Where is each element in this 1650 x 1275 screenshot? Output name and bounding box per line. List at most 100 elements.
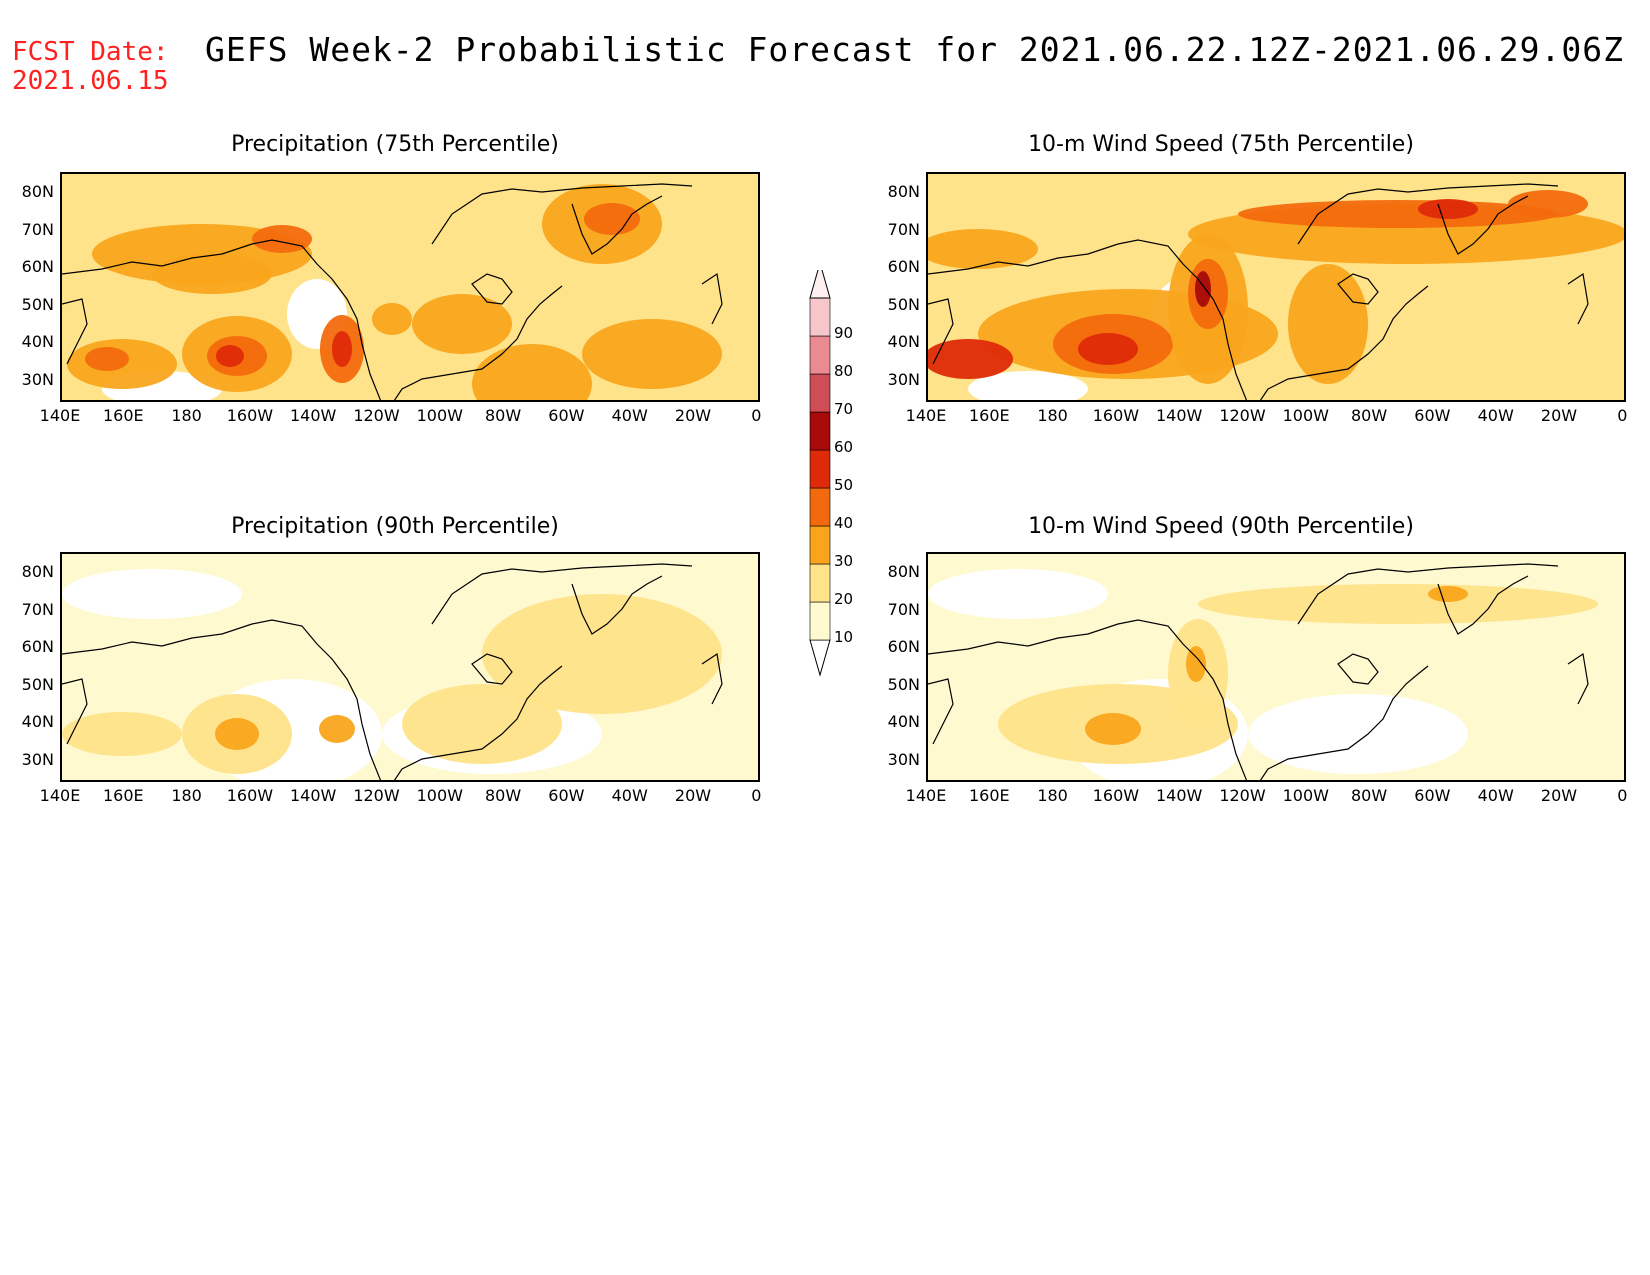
lon-tick-label: 0 <box>1617 406 1628 425</box>
lon-tick-label: 40W <box>611 786 648 805</box>
lon-tick-label: 140W <box>1156 786 1203 805</box>
lat-tick-label: 50N <box>21 294 54 314</box>
lat-tick-label: 50N <box>887 674 920 694</box>
lon-tick-label: 100W <box>1282 786 1329 805</box>
map-wind-90 <box>926 552 1626 782</box>
lon-tick-label: 140W <box>290 786 337 805</box>
lat-tick-label: 30N <box>887 369 920 389</box>
color-legend: 10 20 30 40 50 60 70 80 90 <box>808 261 868 680</box>
lon-tick-label: 40W <box>1477 406 1514 425</box>
lat-tick-label: 60N <box>887 637 920 656</box>
lon-tick-label: 160E <box>102 406 144 425</box>
panel-wind-75: 10-m Wind Speed (75th Percentile) 80N 70N… <box>866 130 1650 440</box>
lon-tick-label: 180 <box>1037 406 1068 425</box>
lat-tick-label: 70N <box>21 219 54 239</box>
panel-title: 10-m Wind Speed (75th Percentile) <box>1028 132 1414 157</box>
lat-tick-label: 80N <box>887 562 920 581</box>
lon-tick-label: 60W <box>548 786 585 805</box>
coastline <box>928 563 1589 780</box>
lat-tick-label: 70N <box>887 219 920 239</box>
panel-precip-90: Precipitation (90th Percentile) 80N 70N 60… <box>0 512 790 822</box>
legend-level-label: 50 <box>834 476 854 494</box>
lon-tick-label: 160W <box>226 406 274 425</box>
legend-level-label: 80 <box>834 362 854 380</box>
lon-tick-label: 140E <box>905 786 947 805</box>
panel-title: Precipitation (75th Percentile) <box>231 132 559 157</box>
coastline <box>62 563 723 780</box>
legend-level-label: 70 <box>834 400 854 418</box>
lon-tick-label: 20W <box>674 406 712 425</box>
map-field <box>928 554 1624 780</box>
forecast-date-label: FCST Date: 2021.06.15 <box>12 38 169 96</box>
lon-tick-label: 120W <box>1219 786 1266 805</box>
lon-tick-label: 140E <box>39 786 81 805</box>
lon-tick-label: 140E <box>905 406 947 425</box>
lon-tick-label: 160E <box>968 406 1010 425</box>
lon-tick-label: 140W <box>1156 406 1203 425</box>
lon-tick-label: 120W <box>1219 406 1266 425</box>
lon-tick-label: 180 <box>171 786 202 805</box>
lat-tick-label: 40N <box>21 712 54 731</box>
panel-title: Precipitation (90th Percentile) <box>231 514 559 539</box>
lon-tick-label: 80W <box>1351 786 1388 805</box>
lon-tick-label: 80W <box>1351 406 1388 425</box>
coastline <box>62 183 723 400</box>
legend-level-label: 60 <box>834 438 854 456</box>
lon-tick-label: 160W <box>1092 406 1140 425</box>
lat-tick-label: 30N <box>21 369 54 389</box>
lat-tick-label: 50N <box>21 674 54 694</box>
lat-tick-label: 40N <box>21 332 54 351</box>
lon-tick-label: 120W <box>353 786 400 805</box>
fcst-date-caption: FCST Date: <box>12 37 169 67</box>
legend-level-label: 20 <box>834 590 854 608</box>
lat-tick-label: 30N <box>887 749 920 769</box>
lon-tick-label: 160W <box>1092 786 1140 805</box>
lon-tick-label: 160E <box>968 786 1010 805</box>
lon-tick-label: 180 <box>1037 786 1068 805</box>
lon-tick-label: 60W <box>1414 786 1451 805</box>
legend-level-label: 40 <box>834 514 854 532</box>
fcst-date-value: 2021.06.15 <box>12 66 169 96</box>
map-precip-75 <box>60 172 760 402</box>
lat-tick-label: 70N <box>887 599 920 619</box>
lat-tick-label: 40N <box>887 332 920 351</box>
legend-level-label: 10 <box>834 628 854 646</box>
panel-title: 10-m Wind Speed (90th Percentile) <box>1028 514 1414 539</box>
lon-tick-label: 120W <box>353 406 400 425</box>
lon-tick-label: 100W <box>416 406 463 425</box>
legend-level-label: 90 <box>834 324 854 342</box>
lon-tick-label: 20W <box>1540 786 1578 805</box>
lat-tick-label: 80N <box>21 562 54 581</box>
map-wind-75 <box>926 172 1626 402</box>
lon-tick-label: 180 <box>171 406 202 425</box>
lon-tick-label: 60W <box>548 406 585 425</box>
lon-tick-label: 0 <box>751 406 762 425</box>
lon-tick-label: 0 <box>1617 786 1628 805</box>
lon-tick-label: 140E <box>39 406 81 425</box>
lat-tick-label: 40N <box>887 712 920 731</box>
coastline <box>928 183 1589 400</box>
lat-tick-label: 80N <box>21 182 54 201</box>
lon-tick-label: 160W <box>226 786 274 805</box>
lon-tick-label: 80W <box>485 786 522 805</box>
lat-tick-label: 60N <box>887 257 920 276</box>
lat-tick-label: 60N <box>21 257 54 276</box>
lat-tick-label: 60N <box>21 637 54 656</box>
lon-tick-label: 40W <box>1477 786 1514 805</box>
panel-precip-75: Precipitation (75th Percentile) 80N 70N 60… <box>0 130 790 440</box>
map-field <box>62 554 758 780</box>
lon-tick-label: 0 <box>751 786 762 805</box>
lat-tick-label: 50N <box>887 294 920 314</box>
lon-tick-label: 20W <box>674 786 712 805</box>
lon-tick-label: 60W <box>1414 406 1451 425</box>
lon-tick-label: 140W <box>290 406 337 425</box>
lon-tick-label: 100W <box>416 786 463 805</box>
map-field <box>62 174 758 400</box>
legend-level-label: 30 <box>834 552 854 570</box>
lat-tick-label: 80N <box>887 182 920 201</box>
map-field <box>928 174 1624 400</box>
lon-tick-label: 160E <box>102 786 144 805</box>
lon-tick-label: 20W <box>1540 406 1578 425</box>
panel-wind-90: 10-m Wind Speed (90th Percentile) 80N 70N… <box>866 512 1650 822</box>
page-title: GEFS Week-2 Probabilistic Forecast for 2… <box>205 30 1625 69</box>
